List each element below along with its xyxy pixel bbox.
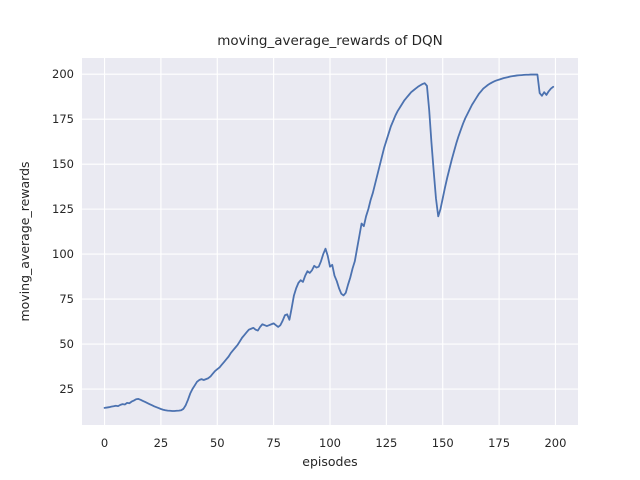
x-tick-label: 25 [154,436,169,450]
y-tick-label: 125 [52,202,74,216]
x-axis-label: episodes [302,454,357,469]
x-tick-label: 75 [266,436,281,450]
y-tick-label: 175 [52,112,74,126]
y-tick-label: 200 [52,67,74,81]
y-axis-label: moving_average_rewards [17,161,32,321]
x-tick-label: 50 [210,436,225,450]
x-tick-label: 150 [432,436,454,450]
y-tick-label: 50 [59,337,74,351]
chart-title: moving_average_rewards of DQN [217,33,443,49]
dqn-rewards-line [103,73,555,412]
x-tick-labels: 0 25 50 75 100 125 150 175 200 [101,436,567,450]
x-tick-label: 100 [319,436,341,450]
y-tick-label: 100 [52,247,74,261]
x-tick-label: 0 [101,436,108,450]
x-tick-label: 125 [375,436,397,450]
x-tick-label: 175 [488,436,510,450]
x-tick-label: 200 [544,436,566,450]
y-tick-label: 75 [59,292,74,306]
gridlines [82,58,578,425]
y-tick-label: 25 [59,382,74,396]
y-tick-label: 150 [52,157,74,171]
y-tick-labels: 25 50 75 100 125 150 175 200 [52,67,74,396]
